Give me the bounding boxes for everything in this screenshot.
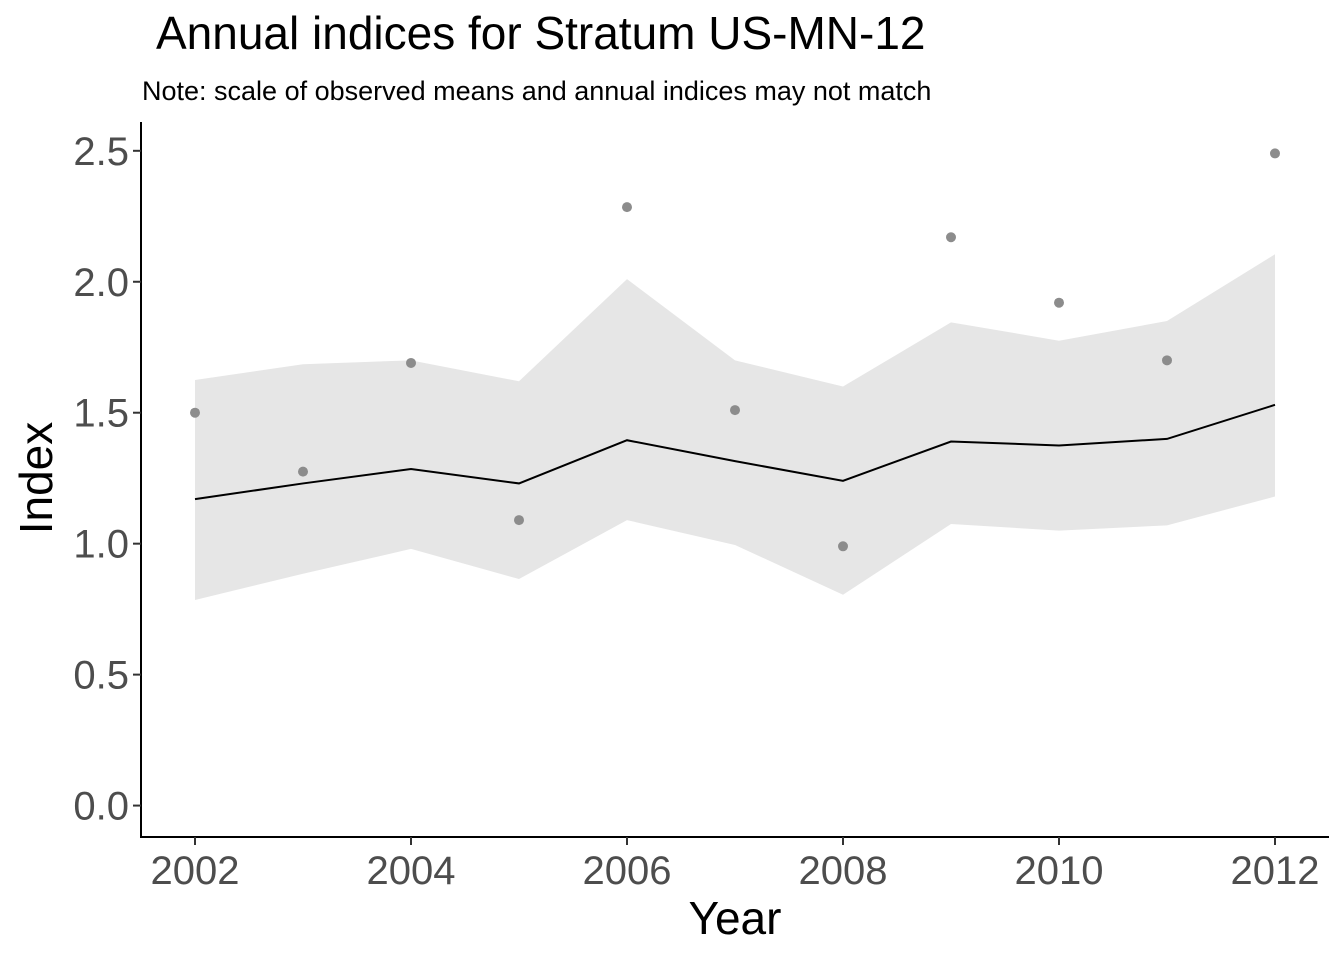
observed-mean-point (190, 407, 200, 418)
observed-mean-point (406, 357, 416, 368)
y-tick-label: 0.5 (73, 654, 129, 698)
observed-mean-point (622, 202, 632, 213)
index-line (194, 403, 1276, 501)
x-tick-label: 2008 (799, 849, 888, 893)
observed-mean-point (514, 515, 524, 526)
y-tick-label: 2.5 (73, 130, 129, 174)
y-tick-label: 0.0 (73, 785, 129, 829)
x-tick-label: 2010 (1015, 849, 1104, 893)
observed-mean-point (1270, 148, 1280, 159)
y-axis-title: Index (10, 422, 62, 535)
observed-mean-point (1162, 355, 1172, 366)
x-tick-label: 2002 (151, 849, 240, 893)
observed-mean-point (730, 405, 740, 416)
y-tick-label: 1.0 (73, 523, 129, 567)
observed-mean-point (838, 541, 848, 552)
y-tick-label: 2.0 (73, 261, 129, 305)
x-axis-title: Year (689, 892, 782, 944)
y-tick-label: 1.5 (73, 392, 129, 436)
x-tick-label: 2012 (1231, 849, 1320, 893)
chart-title: Annual indices for Stratum US-MN-12 (156, 7, 926, 59)
confidence-ribbon (195, 254, 1275, 600)
chart-subtitle: Note: scale of observed means and annual… (142, 76, 932, 106)
x-tick-label: 2004 (367, 849, 456, 893)
observed-mean-point (1054, 297, 1064, 308)
observed-mean-point (298, 466, 308, 477)
x-tick-label: 2006 (583, 849, 672, 893)
observed-mean-point (946, 232, 956, 243)
